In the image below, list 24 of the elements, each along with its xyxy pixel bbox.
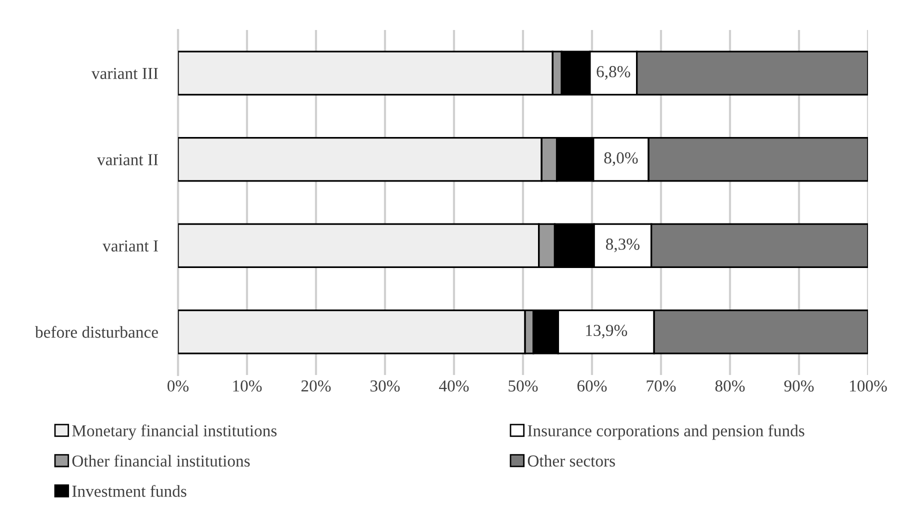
x-tick-label: 40%	[439, 380, 469, 392]
y-tick-label: before disturbance	[35, 326, 158, 338]
x-tick-label: 70%	[646, 380, 676, 392]
x-tick-label: 90%	[784, 380, 814, 392]
y-tick-label: variant I	[102, 240, 158, 252]
data-label: 8,0%	[604, 152, 638, 166]
legend-label: Other sectors	[528, 454, 615, 467]
x-tick-label: 50%	[508, 380, 538, 392]
x-tick-label: 30%	[370, 380, 400, 392]
x-tick-label: 60%	[577, 380, 607, 392]
x-tick-label: 20%	[301, 380, 331, 392]
x-tick-label: 10%	[233, 380, 262, 392]
data-label: 8,3%	[606, 238, 640, 252]
data-label: 6,8%	[596, 66, 630, 80]
x-tick-label: 100%	[850, 380, 887, 392]
legend-label: Investment funds	[72, 484, 186, 497]
y-tick-label: variant II	[97, 154, 158, 166]
y-tick-label: variant III	[91, 68, 158, 80]
x-tick-label: 80%	[715, 380, 745, 392]
legend-label: Other financial institutions	[72, 454, 250, 467]
x-tick-label: 0%	[168, 380, 189, 392]
legend-label: Monetary financial institutions	[72, 424, 277, 440]
legend-label: Insurance corporations and pension funds	[528, 424, 804, 440]
data-label: 13,9%	[586, 324, 628, 338]
